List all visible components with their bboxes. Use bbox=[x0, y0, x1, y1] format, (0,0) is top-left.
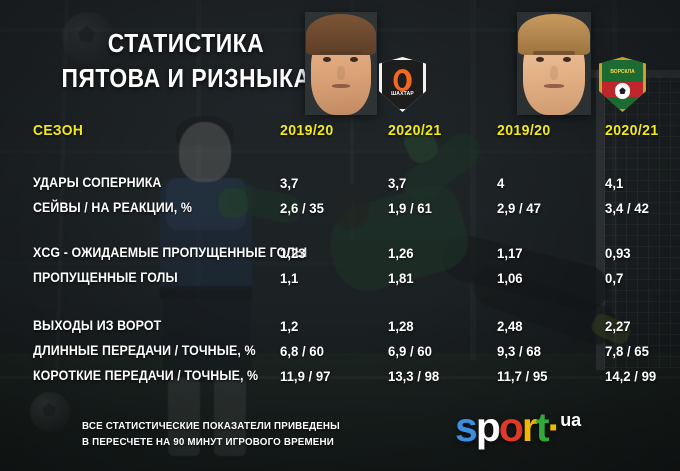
row-value: 7,8 / 65 bbox=[605, 343, 649, 359]
row-label: ПРОПУЩЕННЫЕ ГОЛЫ bbox=[33, 270, 178, 285]
column-header-season: СЕЗОН bbox=[33, 122, 84, 139]
table-row: УДАРЫ СОПЕРНИКА 3,7 3,7 4 4,1 bbox=[0, 175, 680, 197]
row-label: XCG - ОЖИДАЕМЫЕ ПРОПУЩЕННЫЕ ГОЛЫ bbox=[33, 245, 308, 260]
title-line-1: СТАТИСТИКА bbox=[107, 28, 265, 58]
logo-letter-t: t bbox=[535, 403, 550, 450]
row-value: 11,9 / 97 bbox=[280, 368, 331, 384]
row-value: 2,9 / 47 bbox=[497, 200, 541, 216]
column-header-1: 2020/21 bbox=[388, 122, 442, 139]
sport-ua-logo[interactable]: sport·ua bbox=[455, 400, 581, 448]
row-value: 2,48 bbox=[497, 318, 523, 334]
row-value: 4 bbox=[497, 175, 505, 191]
row-value: 1,9 / 61 bbox=[388, 200, 432, 216]
logo-letter-r: r bbox=[521, 403, 538, 450]
row-value: 1,81 bbox=[388, 270, 414, 286]
row-label: СЕЙВЫ / НА РЕАКЦИИ, % bbox=[33, 200, 192, 215]
row-label: УДАРЫ СОПЕРНИКА bbox=[33, 175, 162, 190]
row-value: 14,2 / 99 bbox=[605, 368, 657, 384]
row-value: 0,7 bbox=[605, 270, 624, 286]
row-value: 13,3 / 98 bbox=[388, 368, 440, 384]
badge-label: ШАХТАР bbox=[391, 91, 414, 98]
table-row: ПРОПУЩЕННЫЕ ГОЛЫ 1,1 1,81 1,06 0,7 bbox=[0, 270, 680, 292]
logo-dot: · bbox=[547, 403, 562, 450]
row-label: ДЛИННЫЕ ПЕРЕДАЧИ / ТОЧНЫЕ, % bbox=[33, 343, 256, 358]
table-row: ДЛИННЫЕ ПЕРЕДАЧИ / ТОЧНЫЕ, % 6,8 / 60 6,… bbox=[0, 343, 680, 365]
table-row: ВЫХОДЫ ИЗ ВОРОТ 1,2 1,28 2,48 2,27 bbox=[0, 318, 680, 340]
shakhtar-donetsk-badge-icon: ШАХТАР bbox=[379, 57, 426, 112]
vorskla-poltava-badge-icon: ВОРСКЛА bbox=[599, 57, 646, 112]
avatar-riznyk bbox=[517, 12, 591, 115]
row-value: 2,6 / 35 bbox=[280, 200, 324, 216]
row-value: 9,3 / 68 bbox=[497, 343, 541, 359]
column-header-0: 2019/20 bbox=[280, 122, 334, 139]
title-line-2: ПЯТОВА И РИЗНЫКА bbox=[61, 63, 311, 93]
table-row: КОРОТКИЕ ПЕРЕДАЧИ / ТОЧНЫЕ, % 11,9 / 97 … bbox=[0, 368, 680, 390]
page-title: СТАТИСТИКА ПЯТОВА И РИЗНЫКА bbox=[22, 26, 349, 96]
column-header-3: 2020/21 bbox=[605, 122, 659, 139]
row-value: 3,7 bbox=[280, 175, 299, 191]
row-value: 3,4 / 42 bbox=[605, 200, 649, 216]
footnote: ВСЕ СТАТИСТИЧЕСКИЕ ПОКАЗАТЕЛИ ПРИВЕДЕНЫ … bbox=[82, 418, 340, 450]
badge-label: ВОРСКЛА bbox=[610, 69, 635, 76]
row-label: ВЫХОДЫ ИЗ ВОРОТ bbox=[33, 318, 162, 333]
row-value: 1,06 bbox=[497, 270, 523, 286]
avatar-pyatov bbox=[305, 12, 377, 115]
row-value: 1,23 bbox=[280, 245, 306, 261]
table-row: СЕЙВЫ / НА РЕАКЦИИ, % 2,6 / 35 1,9 / 61 … bbox=[0, 200, 680, 222]
row-value: 1,2 bbox=[280, 318, 299, 334]
row-value: 11,7 / 95 bbox=[497, 368, 548, 384]
footnote-line-1: ВСЕ СТАТИСТИЧЕСКИЕ ПОКАЗАТЕЛИ ПРИВЕДЕНЫ bbox=[82, 420, 340, 432]
table-row: XCG - ОЖИДАЕМЫЕ ПРОПУЩЕННЫЕ ГОЛЫ 1,23 1,… bbox=[0, 245, 680, 267]
row-value: 6,9 / 60 bbox=[388, 343, 432, 359]
row-value: 2,27 bbox=[605, 318, 631, 334]
row-value: 4,1 bbox=[605, 175, 624, 191]
logo-letter-o: o bbox=[498, 403, 524, 450]
logo-letter-s: s bbox=[455, 403, 478, 450]
logo-domain-ua: ua bbox=[560, 410, 582, 430]
footnote-line-2: В ПЕРЕСЧЕТЕ НА 90 МИНУТ ИГРОВОГО ВРЕМЕНИ bbox=[82, 436, 334, 448]
logo-letter-p: p bbox=[475, 403, 501, 450]
row-value: 6,8 / 60 bbox=[280, 343, 324, 359]
row-value: 3,7 bbox=[388, 175, 407, 191]
table-header-row: СЕЗОН 2019/20 2020/21 2019/20 2020/21 bbox=[0, 122, 680, 144]
row-value: 1,1 bbox=[280, 270, 299, 286]
row-value: 1,17 bbox=[497, 245, 523, 261]
column-header-2: 2019/20 bbox=[497, 122, 551, 139]
row-value: 1,26 bbox=[388, 245, 414, 261]
row-value: 1,28 bbox=[388, 318, 414, 334]
row-value: 0,93 bbox=[605, 245, 631, 261]
row-label: КОРОТКИЕ ПЕРЕДАЧИ / ТОЧНЫЕ, % bbox=[33, 368, 259, 383]
